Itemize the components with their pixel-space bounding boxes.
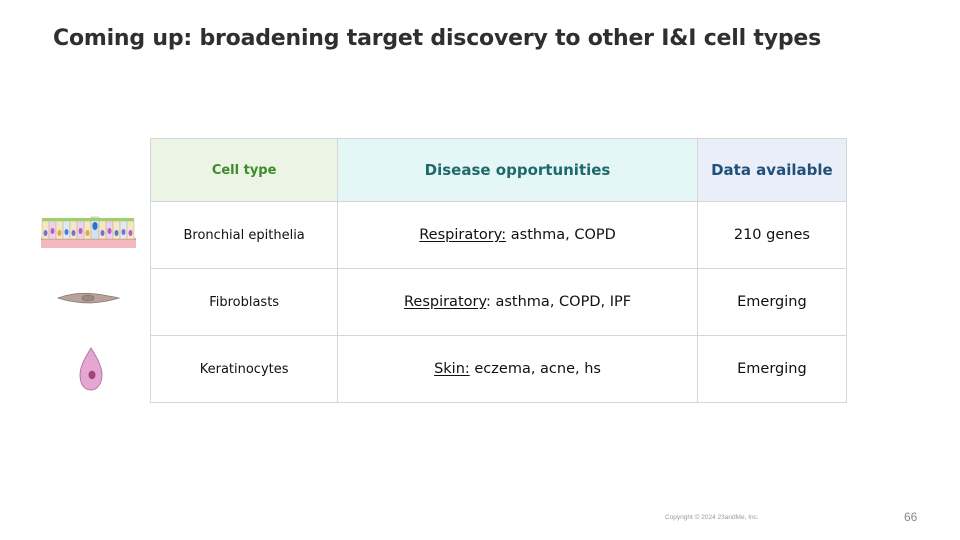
cell-type-name: Bronchial epithelia — [149, 201, 339, 269]
disease-category: Skin: — [434, 361, 470, 377]
table-header-row: Cell type Disease opportunities Data ava… — [149, 138, 848, 202]
disease-opportunities-cell: Skin: eczema, acne, hs — [337, 335, 698, 403]
keratinocyte-icon — [79, 347, 103, 391]
header-disease-opportunities: Disease opportunities — [337, 138, 698, 202]
cell-type-name: Fibroblasts — [149, 268, 339, 336]
data-available-value: Emerging — [696, 335, 848, 403]
data-available-value: 210 genes — [696, 201, 848, 269]
table-row: Bronchial epithelia Respiratory: asthma,… — [149, 201, 848, 269]
table-row: Keratinocytes Skin: eczema, acne, hs Eme… — [149, 335, 848, 403]
disease-list: eczema, acne, hs — [469, 361, 601, 377]
header-cell-type: Cell type — [149, 138, 339, 202]
page-number: 66 — [904, 510, 918, 524]
slide-title: Coming up: broadening target discovery t… — [53, 26, 822, 51]
copyright-notice: Copyright © 2024 23andMe, Inc. — [665, 514, 759, 521]
disease-category: Respiratory: — [419, 227, 507, 243]
cell-type-table: Cell type Disease opportunities Data ava… — [149, 138, 848, 403]
header-data-available: Data available — [696, 138, 848, 202]
disease-opportunities-cell: Respiratory: asthma, COPD, IPF — [337, 268, 698, 336]
data-available-value: Emerging — [696, 268, 848, 336]
table-row: Fibroblasts Respiratory: asthma, COPD, I… — [149, 268, 848, 336]
fibroblast-icon — [57, 292, 120, 304]
disease-opportunities-cell: Respiratory: asthma, COPD — [337, 201, 698, 269]
cell-type-name: Keratinocytes — [149, 335, 339, 403]
disease-list: : asthma, COPD, IPF — [486, 294, 632, 310]
disease-category: Respiratory — [403, 294, 486, 310]
bronchial-epithelia-icon — [41, 216, 136, 248]
disease-list: asthma, COPD — [506, 227, 616, 243]
